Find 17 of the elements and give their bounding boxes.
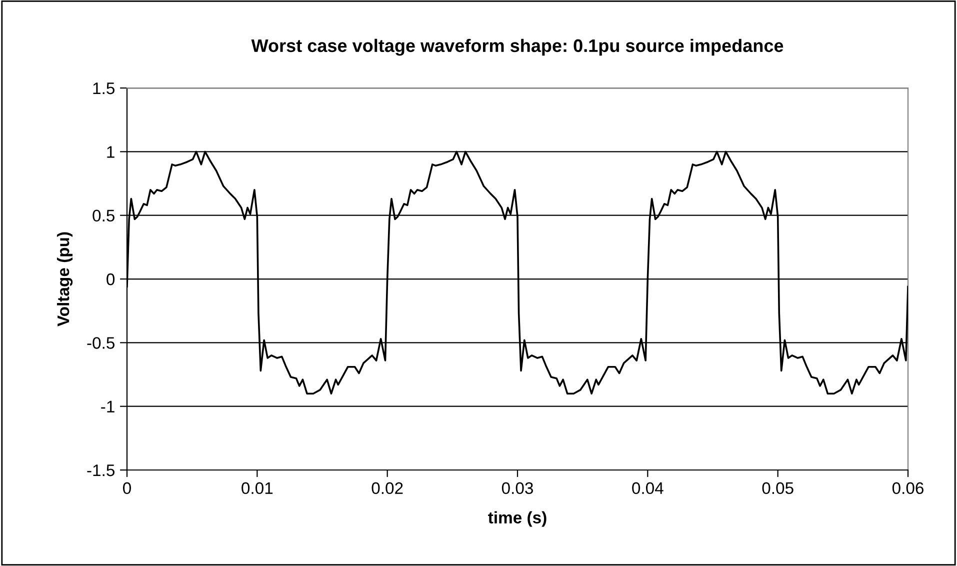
y-tick-label: 1.5 <box>93 82 114 94</box>
x-tick-label: 0.04 <box>632 482 664 494</box>
y-tick-label: -0.5 <box>87 337 114 349</box>
x-tick-label: 0.05 <box>762 482 794 494</box>
y-tick-label: 0 <box>106 273 115 286</box>
x-tick-label: 0.06 <box>892 482 924 494</box>
x-axis-title: time (s) <box>488 511 546 527</box>
y-tick-label: 0.5 <box>92 210 114 222</box>
x-tick-label: 0.01 <box>242 482 273 494</box>
y-axis-title: Voltage (pu) <box>56 232 73 326</box>
x-tick-label: 0 <box>123 482 131 494</box>
y-tick-label: -1 <box>101 400 114 412</box>
x-tick-label: 0.03 <box>502 482 533 494</box>
chart-title: Worst case voltage waveform shape: 0.1pu source impedance <box>251 38 784 56</box>
y-tick-label: 1 <box>107 146 114 158</box>
x-tick-label: 0.02 <box>372 482 403 494</box>
y-tick-label: -1.5 <box>87 464 114 476</box>
